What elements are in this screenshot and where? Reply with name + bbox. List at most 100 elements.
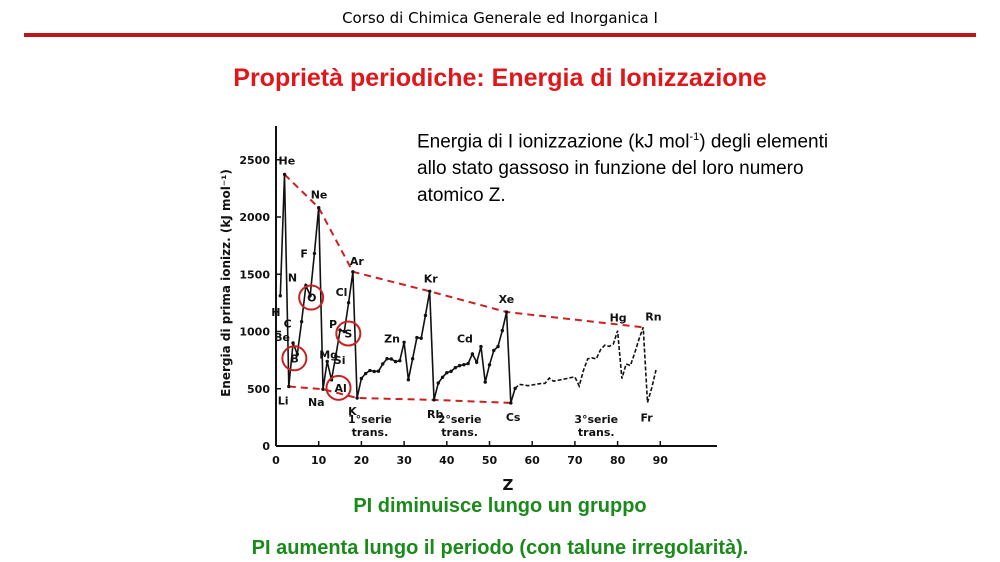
element-label-f: F (300, 248, 308, 261)
element-label-mg: Mg (319, 348, 338, 361)
series-line-dashed (514, 327, 657, 403)
element-label-h: H (271, 306, 280, 319)
element-label-na: Na (308, 396, 325, 409)
data-point (457, 363, 462, 368)
data-point (432, 398, 436, 402)
element-label-k: K (348, 405, 357, 418)
element-label-cl: Cl (336, 286, 348, 299)
element-label-xe: Xe (499, 293, 515, 306)
data-point (496, 344, 500, 349)
x-axis-label: Z (503, 476, 514, 494)
data-point (338, 328, 342, 332)
data-point (282, 172, 287, 177)
x-tick-label: 20 (354, 454, 370, 467)
element-label-cs: Cs (506, 411, 521, 424)
data-point (492, 348, 496, 353)
data-point (291, 341, 295, 345)
data-point (381, 362, 385, 366)
data-point (449, 369, 453, 374)
y-tick-label: 1000 (239, 326, 270, 339)
data-point (466, 361, 470, 366)
data-point (415, 335, 419, 340)
data-point (325, 359, 329, 364)
y-tick-label: 500 (247, 383, 270, 396)
element-label-fr: Fr (640, 411, 653, 424)
trend-line (288, 385, 511, 404)
data-point (402, 340, 406, 344)
element-label-rn: Rn (645, 310, 661, 323)
note-period-trend: PI aumenta lungo il periodo (con talune … (251, 537, 749, 559)
data-point (436, 381, 440, 385)
data-point (363, 371, 368, 376)
note-group-trend: PI diminuisce lungo un gruppo (353, 495, 647, 517)
slide-title: Proprietà periodiche: Energia di Ionizza… (233, 64, 767, 92)
data-point (389, 357, 393, 361)
data-series (278, 172, 657, 405)
x-tick-label: 70 (567, 454, 583, 467)
data-point (278, 294, 282, 298)
x-tick-label: 50 (482, 454, 498, 467)
data-point (462, 363, 466, 367)
element-label-he: He (279, 154, 296, 167)
data-point (312, 251, 317, 256)
data-point (504, 310, 509, 314)
element-labels: He Ne Ar Kr Xe Hg Rn H FN C O BeB Li Mg Na Al Si PS Cl K Zn C… (271, 154, 661, 424)
element-label-p: P (329, 318, 337, 331)
data-point (393, 359, 398, 364)
y-tick-label: 2500 (239, 154, 270, 167)
element-label-n: N (288, 271, 297, 284)
data-point (479, 344, 483, 349)
data-point (334, 354, 338, 358)
data-point (385, 357, 389, 361)
element-label-o: O (307, 292, 316, 305)
series-annotation: 2°serie trans. (438, 413, 482, 439)
x-tick-label: 90 (653, 454, 669, 467)
x-tick-label: 40 (439, 454, 455, 467)
highlight-circle-al (325, 374, 352, 401)
element-label-cd: Cd (457, 333, 473, 346)
data-point (376, 369, 381, 373)
element-label-rb: Rb (427, 408, 443, 421)
element-label-s: S (344, 328, 352, 341)
data-point (419, 336, 423, 340)
data-point (359, 376, 364, 381)
data-point (368, 368, 372, 373)
y-tick-label: 2000 (239, 211, 270, 224)
data-point (372, 369, 376, 374)
data-point (487, 363, 492, 367)
highlight-circle-b (281, 345, 308, 372)
data-point (474, 360, 479, 365)
highlight-circle-s (335, 320, 362, 347)
x-tick-label: 10 (311, 454, 327, 467)
course-title: Corso di Chimica Generale ed Inorganica … (342, 9, 658, 27)
data-point (470, 352, 475, 356)
x-tick-label: 30 (396, 454, 412, 467)
y-tick-label: 0 (262, 440, 270, 453)
data-point (406, 378, 411, 382)
data-point (321, 387, 325, 391)
element-label-kr: Kr (424, 272, 439, 285)
highlight-circle-o (298, 284, 325, 311)
data-point (509, 401, 513, 405)
data-point (428, 289, 432, 294)
data-point (410, 357, 415, 361)
chart-description: Energia di I ionizzazione (kJ mol-1) deg… (417, 124, 837, 209)
data-point (398, 358, 402, 363)
element-label-be: Be (274, 331, 290, 344)
data-point (299, 319, 304, 324)
data-point (500, 328, 505, 333)
x-tick-label: 80 (610, 454, 626, 467)
data-point (423, 313, 428, 318)
element-label-li: Li (278, 394, 289, 407)
chart-axes: 0 10 20 30 40 50 60 70 80 90 0 500 1000 1500 2000 2500 (239, 126, 717, 467)
description-text-2: ) degli elementi allo stato gassoso in f… (417, 131, 829, 207)
series-annotation: 1°serie trans. (348, 413, 392, 439)
element-label-b: B (290, 352, 298, 365)
data-point (317, 206, 321, 210)
highlight-circles (281, 284, 362, 401)
description-text-1: Energia di I ionizzazione (kJ mol (417, 131, 690, 153)
element-label-si: Si (334, 354, 346, 367)
element-label-al: Al (335, 382, 347, 395)
y-tick-label: 1500 (239, 268, 270, 281)
element-label-c: C (284, 318, 292, 331)
